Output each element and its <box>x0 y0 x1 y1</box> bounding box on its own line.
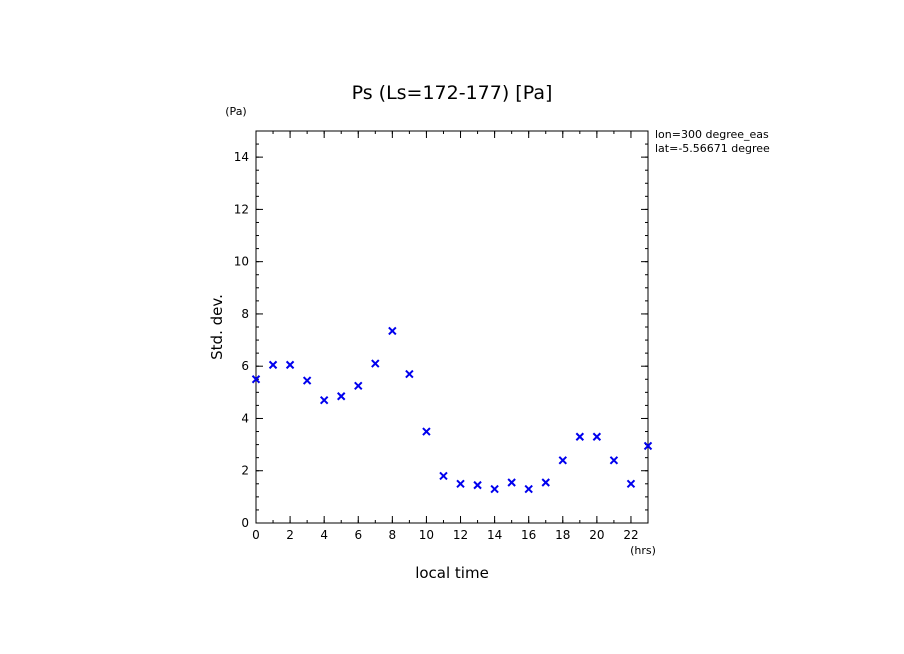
x-tick-label: 4 <box>320 528 328 542</box>
y-axis-label: Std. dev. <box>208 294 226 360</box>
data-point-stroke <box>541 478 550 487</box>
axis-ticks <box>255 130 649 524</box>
data-point-stroke <box>388 326 397 336</box>
data-point <box>541 478 550 487</box>
y-tick-label: 2 <box>241 464 249 478</box>
data-point-stroke <box>626 479 636 489</box>
data-point-stroke <box>575 432 585 441</box>
data-point <box>285 360 295 370</box>
data-point-stroke <box>558 456 567 465</box>
data-point-stroke <box>490 484 499 494</box>
data-point <box>609 456 619 465</box>
data-point <box>354 381 363 391</box>
data-point-stroke <box>473 480 482 490</box>
data-point-stroke <box>643 441 653 451</box>
x-tick-label: 14 <box>487 528 502 542</box>
y-tick-label: 0 <box>241 516 249 530</box>
data-point-stroke <box>354 381 363 391</box>
x-tick-label: 8 <box>389 528 397 542</box>
data-point <box>456 479 465 489</box>
y-unit-label: (Pa) <box>225 105 246 118</box>
data-point-stroke <box>405 369 414 379</box>
data-point <box>473 480 482 490</box>
x-tick-label: 2 <box>286 528 294 542</box>
data-point <box>251 375 261 384</box>
axis-tick-labels: 0 2 4 6 8 10 12 14 16 18 20 22 0 2 4 6 8 10 12 14 <box>234 150 639 542</box>
x-tick-label: 16 <box>521 528 536 542</box>
y-tick-label: 8 <box>241 307 249 321</box>
data-point-stroke <box>422 427 431 436</box>
data-point <box>507 478 516 487</box>
x-tick-label: 0 <box>252 528 260 542</box>
data-point-stroke <box>371 359 380 368</box>
annotation-lon: lon=300 degree_eas <box>655 128 769 141</box>
data-point <box>490 484 499 494</box>
data-point <box>643 441 653 451</box>
x-tick-label: 18 <box>555 528 570 542</box>
x-tick-label: 22 <box>623 528 638 542</box>
plot-frame <box>255 130 649 524</box>
x-tick-label: 12 <box>453 528 468 542</box>
data-point <box>439 471 448 481</box>
x-axis-label: local time <box>415 564 489 582</box>
data-point <box>319 395 329 405</box>
data-points <box>251 326 653 494</box>
data-point-stroke <box>268 360 278 370</box>
data-point <box>592 432 602 441</box>
x-tick-label: 10 <box>419 528 434 542</box>
y-tick-label: 6 <box>241 359 249 373</box>
data-point <box>337 392 346 401</box>
chart-title: Ps (Ls=172-177) [Pa] <box>352 82 553 104</box>
data-point <box>626 479 636 489</box>
data-point-stroke <box>609 456 619 465</box>
data-point <box>268 360 278 370</box>
data-point <box>405 369 414 379</box>
x-tick-label: 20 <box>589 528 604 542</box>
data-point <box>422 427 431 436</box>
y-tick-label: 10 <box>234 255 249 269</box>
data-point-stroke <box>524 484 533 494</box>
data-point <box>371 359 380 368</box>
data-point <box>302 376 312 385</box>
data-point <box>388 326 397 336</box>
data-point-stroke <box>592 432 602 441</box>
data-point <box>524 484 533 494</box>
x-unit-label: (hrs) <box>630 544 656 557</box>
data-point <box>575 432 585 441</box>
annotation-lat: lat=-5.56671 degree <box>655 142 770 155</box>
y-tick-label: 14 <box>234 150 249 164</box>
data-point-stroke <box>456 479 465 489</box>
data-point-stroke <box>439 471 448 481</box>
data-point-stroke <box>337 392 346 401</box>
y-tick-label: 4 <box>241 411 249 425</box>
data-point-stroke <box>319 395 329 405</box>
data-point-stroke <box>285 360 295 370</box>
data-point-stroke <box>251 375 261 384</box>
data-point-stroke <box>302 376 312 385</box>
data-point <box>558 456 567 465</box>
x-tick-label: 6 <box>354 528 362 542</box>
data-point-stroke <box>507 478 516 487</box>
y-tick-label: 12 <box>234 202 249 216</box>
